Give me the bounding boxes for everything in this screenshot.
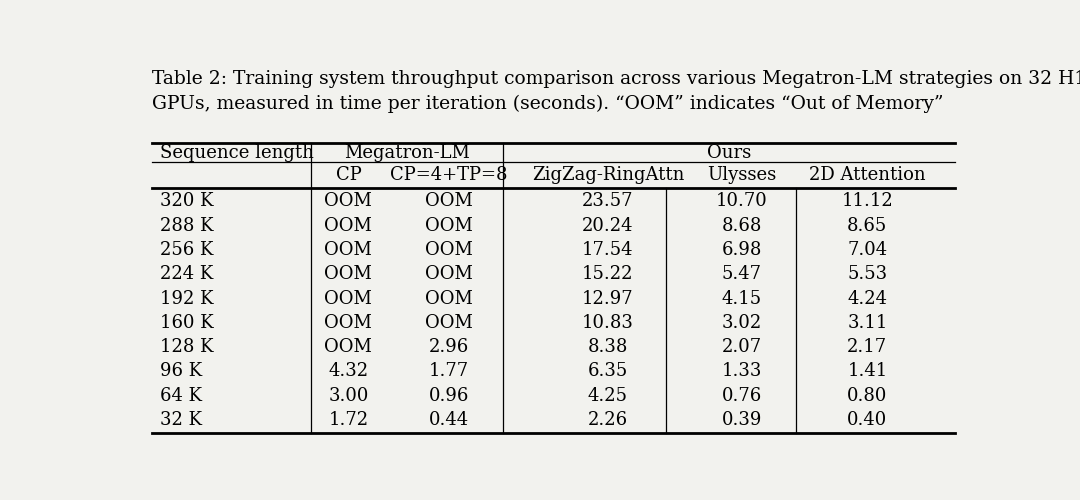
Text: OOM: OOM [324,192,373,210]
Text: 11.12: 11.12 [841,192,893,210]
Text: 3.00: 3.00 [328,386,368,404]
Text: OOM: OOM [424,314,473,332]
Text: 2D Attention: 2D Attention [809,166,926,184]
Text: Ours: Ours [707,144,752,162]
Text: CP: CP [336,166,362,184]
Text: 128 K: 128 K [160,338,214,356]
Text: 23.57: 23.57 [582,192,634,210]
Text: 192 K: 192 K [160,290,214,308]
Text: 7.04: 7.04 [848,241,888,259]
Text: OOM: OOM [424,216,473,234]
Text: 0.40: 0.40 [847,411,888,429]
Text: 12.97: 12.97 [582,290,634,308]
Text: 20.24: 20.24 [582,216,634,234]
Text: 1.41: 1.41 [847,362,888,380]
Text: 5.53: 5.53 [848,266,888,283]
Text: OOM: OOM [424,192,473,210]
Text: 1.77: 1.77 [429,362,469,380]
Text: OOM: OOM [324,314,373,332]
Text: Sequence length: Sequence length [160,144,314,162]
Text: 288 K: 288 K [160,216,214,234]
Text: 6.35: 6.35 [588,362,629,380]
Text: 3.11: 3.11 [847,314,888,332]
Text: 4.15: 4.15 [721,290,761,308]
Text: Ulysses: Ulysses [707,166,777,184]
Text: OOM: OOM [324,266,373,283]
Text: Table 2: Training system throughput comparison across various Megatron-LM strate: Table 2: Training system throughput comp… [151,70,1080,87]
Text: OOM: OOM [324,216,373,234]
Text: 160 K: 160 K [160,314,214,332]
Text: 2.26: 2.26 [588,411,627,429]
Text: 320 K: 320 K [160,192,214,210]
Text: 17.54: 17.54 [582,241,634,259]
Text: 64 K: 64 K [160,386,202,404]
Text: 8.38: 8.38 [588,338,629,356]
Text: OOM: OOM [324,338,373,356]
Text: OOM: OOM [424,266,473,283]
Text: GPUs, measured in time per iteration (seconds). “OOM” indicates “Out of Memory”: GPUs, measured in time per iteration (se… [151,94,943,113]
Text: OOM: OOM [324,290,373,308]
Text: Megatron-LM: Megatron-LM [345,144,470,162]
Text: 4.24: 4.24 [848,290,888,308]
Text: 224 K: 224 K [160,266,214,283]
Text: 8.68: 8.68 [721,216,762,234]
Text: ZigZag-RingAttn: ZigZag-RingAttn [531,166,684,184]
Text: 96 K: 96 K [160,362,202,380]
Text: 0.44: 0.44 [429,411,469,429]
Text: 0.96: 0.96 [429,386,469,404]
Text: 10.83: 10.83 [582,314,634,332]
Text: 0.80: 0.80 [847,386,888,404]
Text: 2.17: 2.17 [848,338,888,356]
Text: 1.72: 1.72 [328,411,368,429]
Text: 4.25: 4.25 [588,386,627,404]
Text: OOM: OOM [424,290,473,308]
Text: 10.70: 10.70 [716,192,768,210]
Text: 6.98: 6.98 [721,241,762,259]
Text: 8.65: 8.65 [847,216,888,234]
Text: 2.07: 2.07 [721,338,761,356]
Text: OOM: OOM [324,241,373,259]
Text: 4.32: 4.32 [328,362,368,380]
Text: 1.33: 1.33 [721,362,762,380]
Text: 2.96: 2.96 [429,338,469,356]
Text: 0.76: 0.76 [721,386,762,404]
Text: 15.22: 15.22 [582,266,634,283]
Text: 256 K: 256 K [160,241,214,259]
Text: 32 K: 32 K [160,411,202,429]
Text: CP=4+TP=8: CP=4+TP=8 [390,166,508,184]
Text: 0.39: 0.39 [721,411,762,429]
Text: 3.02: 3.02 [721,314,762,332]
Text: OOM: OOM [424,241,473,259]
Text: 5.47: 5.47 [721,266,761,283]
